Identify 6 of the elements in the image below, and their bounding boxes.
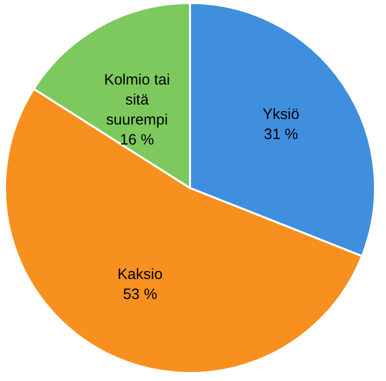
slice-label: Yksiö (262, 106, 300, 124)
data-label: 31 % (264, 126, 298, 144)
slice-label: Kaksio (118, 266, 163, 284)
data-label: 53 % (122, 286, 158, 304)
slice-label: Kolmio tai sitä suurempi (104, 72, 170, 129)
data-label: 16 % (120, 132, 154, 149)
